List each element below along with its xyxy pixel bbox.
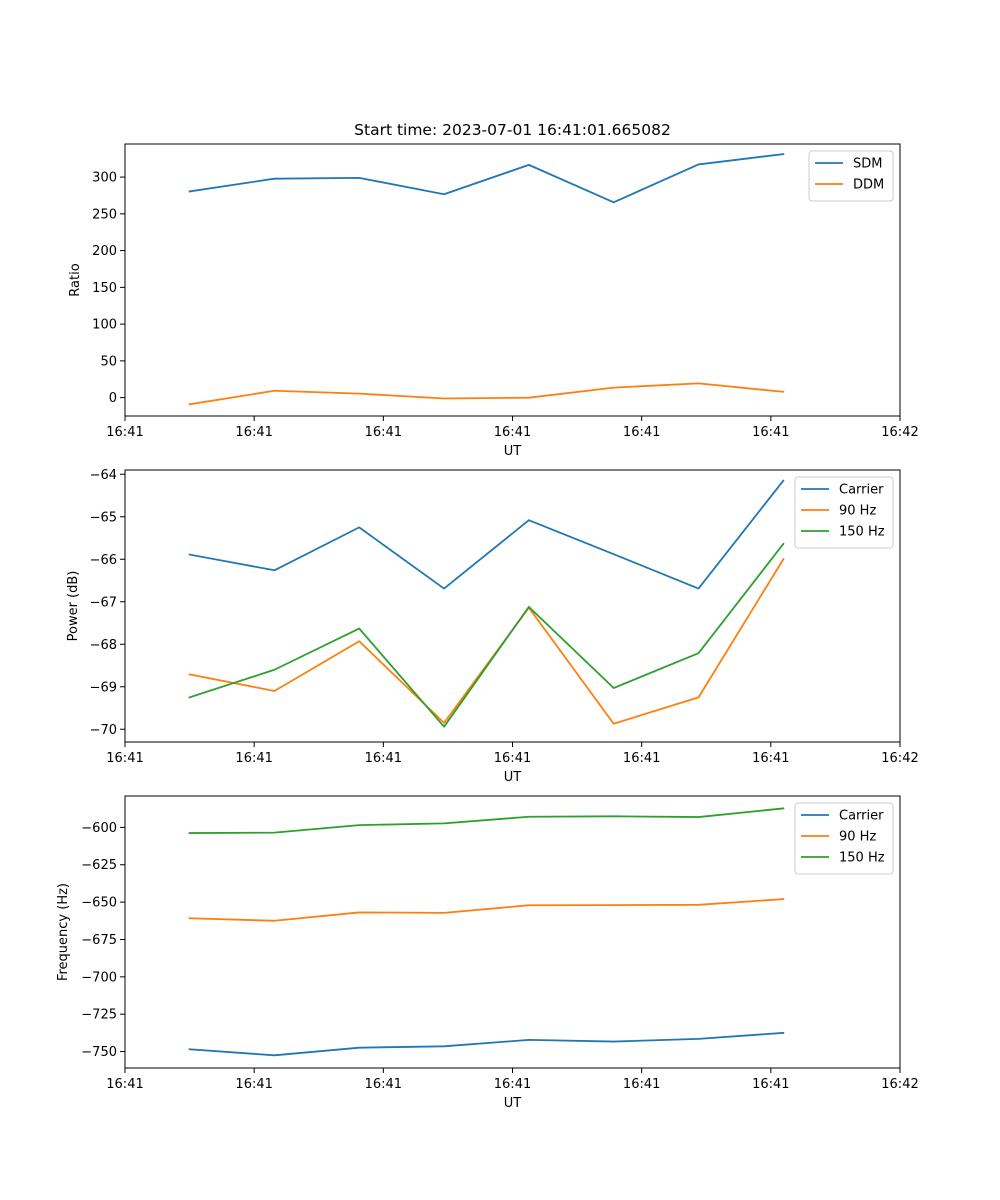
y-tick-label: 250 bbox=[92, 207, 117, 222]
y-tick-label: 50 bbox=[100, 354, 117, 369]
x-axis-label: UT bbox=[504, 444, 522, 459]
y-tick-label: 300 bbox=[92, 171, 117, 186]
y-tick-label: −675 bbox=[81, 933, 117, 948]
legend: Carrier 90 Hz 150 Hz bbox=[794, 476, 894, 549]
y-tick-label: −70 bbox=[90, 723, 117, 738]
chart-panel-2: 16:41 16:41 16:41 16:41 16:41 16:41 16:42 −750 −… bbox=[56, 795, 919, 1111]
x-tick-label: 16:42 bbox=[881, 425, 918, 440]
y-tick-label: −69 bbox=[90, 680, 117, 695]
y-tick-label: −625 bbox=[81, 858, 117, 873]
x-tick-label: 16:41 bbox=[623, 425, 660, 440]
series-line-ddm bbox=[188, 382, 785, 406]
y-axis-label: Power (dB) bbox=[66, 571, 81, 642]
y-tick-label: −725 bbox=[81, 1008, 117, 1023]
x-tick-label: 16:41 bbox=[365, 425, 402, 440]
x-tick-label: 16:41 bbox=[752, 1077, 789, 1092]
series-line-90-hz bbox=[188, 898, 785, 922]
legend-label: 150 Hz bbox=[839, 525, 885, 540]
y-tick-label: 0 bbox=[109, 391, 117, 406]
x-tick-label: 16:41 bbox=[494, 425, 531, 440]
legend-label: SDM bbox=[853, 157, 882, 172]
legend-label: DDM bbox=[853, 178, 884, 193]
legend: SDM DDM bbox=[808, 150, 894, 202]
series-line-carrier bbox=[188, 1031, 785, 1057]
legend-label: Carrier bbox=[839, 483, 884, 498]
series-line-150-hz bbox=[188, 542, 785, 728]
series-line-sdm bbox=[188, 153, 785, 204]
x-tick-label: 16:41 bbox=[494, 1077, 531, 1092]
legend-label: 90 Hz bbox=[839, 504, 876, 519]
y-tick-label: 150 bbox=[92, 281, 117, 296]
y-tick-label: −64 bbox=[90, 468, 117, 483]
y-tick-label: −700 bbox=[81, 970, 117, 985]
x-tick-label: 16:41 bbox=[494, 751, 531, 766]
series-line-carrier bbox=[188, 479, 785, 590]
x-tick-label: 16:41 bbox=[106, 751, 143, 766]
y-tick-label: 200 bbox=[92, 244, 117, 259]
y-tick-label: −600 bbox=[81, 821, 117, 836]
series-line-150-hz bbox=[188, 807, 785, 834]
y-axis-label: Ratio bbox=[68, 263, 83, 296]
charts-container: 16:41 16:41 16:41 16:41 16:41 16:41 16:42 0 50 10… bbox=[56, 143, 919, 1111]
y-tick-label: −750 bbox=[81, 1045, 117, 1060]
x-tick-label: 16:41 bbox=[235, 1077, 272, 1092]
chart-panel-1: 16:41 16:41 16:41 16:41 16:41 16:41 16:42 −70 −6… bbox=[66, 468, 919, 785]
x-tick-label: 16:41 bbox=[623, 751, 660, 766]
chart-panel-0: 16:41 16:41 16:41 16:41 16:41 16:41 16:42 0 50 10… bbox=[68, 143, 919, 459]
y-tick-label: −67 bbox=[90, 595, 117, 610]
x-tick-label: 16:41 bbox=[106, 425, 143, 440]
x-tick-label: 16:41 bbox=[235, 751, 272, 766]
x-axis-label: UT bbox=[504, 770, 522, 785]
y-axis-label: Frequency (Hz) bbox=[56, 883, 71, 981]
legend-label: Carrier bbox=[839, 809, 884, 824]
x-tick-label: 16:41 bbox=[365, 751, 402, 766]
x-tick-label: 16:41 bbox=[106, 1077, 143, 1092]
y-tick-label: −66 bbox=[90, 553, 117, 568]
figure-title: Start time: 2023-07-01 16:41:01.665082 bbox=[354, 121, 671, 139]
y-tick-label: −650 bbox=[81, 896, 117, 911]
x-tick-label: 16:41 bbox=[752, 751, 789, 766]
y-tick-label: −65 bbox=[90, 510, 117, 525]
x-tick-label: 16:41 bbox=[365, 1077, 402, 1092]
y-tick-label: −68 bbox=[90, 638, 117, 653]
y-tick-label: 100 bbox=[92, 318, 117, 333]
x-tick-label: 16:42 bbox=[881, 751, 918, 766]
x-tick-label: 16:42 bbox=[881, 1077, 918, 1092]
x-tick-label: 16:41 bbox=[235, 425, 272, 440]
x-tick-label: 16:41 bbox=[623, 1077, 660, 1092]
legend: Carrier 90 Hz 150 Hz bbox=[794, 802, 894, 875]
x-tick-label: 16:41 bbox=[752, 425, 789, 440]
legend-label: 90 Hz bbox=[839, 830, 876, 845]
x-axis-label: UT bbox=[504, 1096, 522, 1111]
legend-label: 150 Hz bbox=[839, 851, 885, 866]
